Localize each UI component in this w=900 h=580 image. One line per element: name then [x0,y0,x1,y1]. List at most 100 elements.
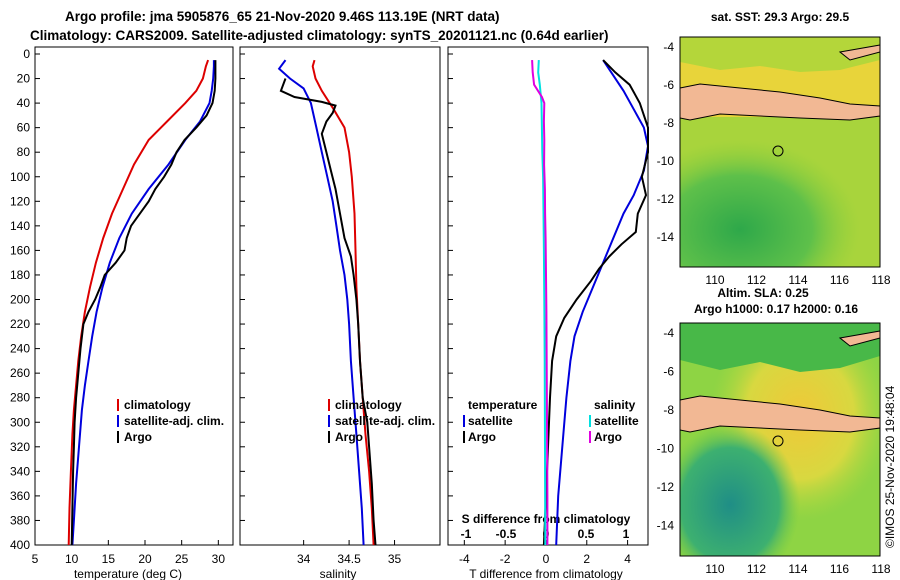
sla-map-lat-labels: -4 -6 -8 -10 -12 -14 [657,326,675,533]
lat-label: -8 [663,116,674,130]
difference-legend-salinity: salinity satellite Argo [589,398,639,444]
salinity-tick-labels: 34 34.5 35 [240,53,402,566]
series-line-t-satellite [555,59,650,546]
sla-map-panel: Altim. SLA: 0.25 Argo h1000: 0.17 h2000:… [657,286,891,576]
difference-panel: T difference from climatology S differen… [447,46,650,580]
lat-label: -14 [657,230,675,244]
x-tick-label: 5 [32,552,39,566]
depth-tick-label: 300 [10,415,30,429]
temperature-tick-labels: 5 10 15 20 25 30 [32,53,226,566]
depth-tick-label: 400 [10,538,30,552]
series-line-t-argo [542,59,649,546]
series-line-s-argo [531,60,549,545]
sst-map-cool-patch [680,117,880,267]
lat-label: -4 [663,40,674,54]
lon-label: 112 [747,273,766,287]
legend-satellite: satellite-adj. clim. [335,414,435,428]
x-tick-label: 25 [175,552,189,566]
sst-map-frame [679,36,881,268]
lon-label: 110 [705,562,724,576]
series-line-argo [70,60,217,546]
x-tick-label: 34.5 [337,552,361,566]
legend-t-satellite: satellite [468,414,513,428]
lat-label: -10 [657,442,675,456]
depth-tick-label: 320 [10,440,30,454]
lat-label: -12 [657,192,675,206]
s-diff-tick-label: 0.5 [578,527,595,541]
legend-s-argo: Argo [594,430,622,444]
salinity-panel: salinity 34 34.5 35 climatology satellite-… [239,46,441,580]
difference-lines [531,59,650,546]
depth-tick-label: 360 [10,489,30,503]
sla-map-frame [679,322,881,557]
series-line-satellite [71,60,215,546]
legend-argo: Argo [335,430,363,444]
lon-label: 112 [747,562,766,576]
lon-label: 118 [871,562,890,576]
sst-map-title: sat. SST: 29.3 Argo: 29.5 [711,10,850,24]
sla-map-lon-labels: 110 112 114 116 118 [705,562,890,576]
x-tick-label: 34 [297,552,311,566]
depth-tick-label: 140 [10,219,30,233]
sla-map-argo-marker [772,435,784,447]
lon-label: 114 [788,562,807,576]
lon-label: 114 [788,273,807,287]
s-diff-tick-label: -0.5 [496,527,517,541]
sst-map-lat-labels: -4 -6 -8 -10 -12 -14 [657,40,675,244]
lon-label: 118 [871,273,890,287]
salinity-xlabel: salinity [320,567,357,580]
legend-s-satellite: satellite [594,414,639,428]
difference-legend-temperature: temperature satellite Argo [463,398,538,444]
legend-climatology: climatology [124,398,191,412]
depth-tick-label: 80 [17,145,31,159]
depth-tick-label: 380 [10,513,30,527]
lat-label: -8 [663,403,674,417]
legend-t-argo: Argo [468,430,496,444]
lat-label: -4 [663,326,674,340]
series-line-s-satellite [537,60,547,546]
s-diff-tick-label: -1 [461,527,472,541]
lat-label: -6 [663,78,674,92]
depth-tick-labels: 0 20 40 60 80 100 120 140 160 180 200 220 240 260 280 3… [10,47,30,552]
series-line-climatology [311,59,375,546]
depth-tick-label: 60 [17,121,31,135]
sla-map-title2: Argo h1000: 0.17 h2000: 0.16 [694,302,858,316]
x-tick-label: 35 [388,552,402,566]
x-tick-label: 30 [212,552,226,566]
lat-label: -10 [657,154,675,168]
x-tick-label: 10 [65,552,79,566]
series-line-climatology [67,59,210,546]
lon-label: 116 [830,273,849,287]
depth-tick-label: 340 [10,464,30,478]
depth-tick-label: 20 [17,72,31,86]
x-tick-label: 4 [624,552,631,566]
depth-tick-label: 240 [10,342,30,356]
depth-tick-label: 180 [10,268,30,282]
depth-tick-label: 40 [17,96,31,110]
depth-tick-label: 100 [10,170,30,184]
legend-temperature-title: temperature [468,398,538,412]
header-line2: Climatology: CARS2009. Satellite-adjuste… [30,28,608,43]
temperature-lines [67,59,217,546]
temperature-panel: temperature (deg C) 0 20 40 60 80 100 120 140 16… [10,46,234,580]
series-line-argo [279,78,377,546]
watermark: ©IMOS 25-Nov-2020 19:48:04 [883,385,897,548]
x-tick-label: 15 [102,552,116,566]
lon-label: 110 [705,273,724,287]
depth-tick-label: 280 [10,391,30,405]
x-tick-label: 2 [583,552,590,566]
temperature-legend: climatology satellite-adj. clim. Argo [117,398,224,444]
t-difference-tick-labels: -4 -2 0 2 4 [448,53,631,566]
x-tick-label: -2 [500,552,511,566]
sla-map-north-band [680,323,880,372]
lon-label: 116 [830,562,849,576]
x-tick-label: 20 [138,552,152,566]
x-tick-label: -4 [459,552,470,566]
legend-climatology: climatology [335,398,402,412]
depth-tick-label: 160 [10,243,30,257]
depth-tick-label: 220 [10,317,30,331]
lat-label: -14 [657,519,675,533]
t-difference-xlabel: T difference from climatology [469,567,623,580]
s-difference-tick-labels: -1 -0.5 0 0.5 1 [461,527,630,541]
